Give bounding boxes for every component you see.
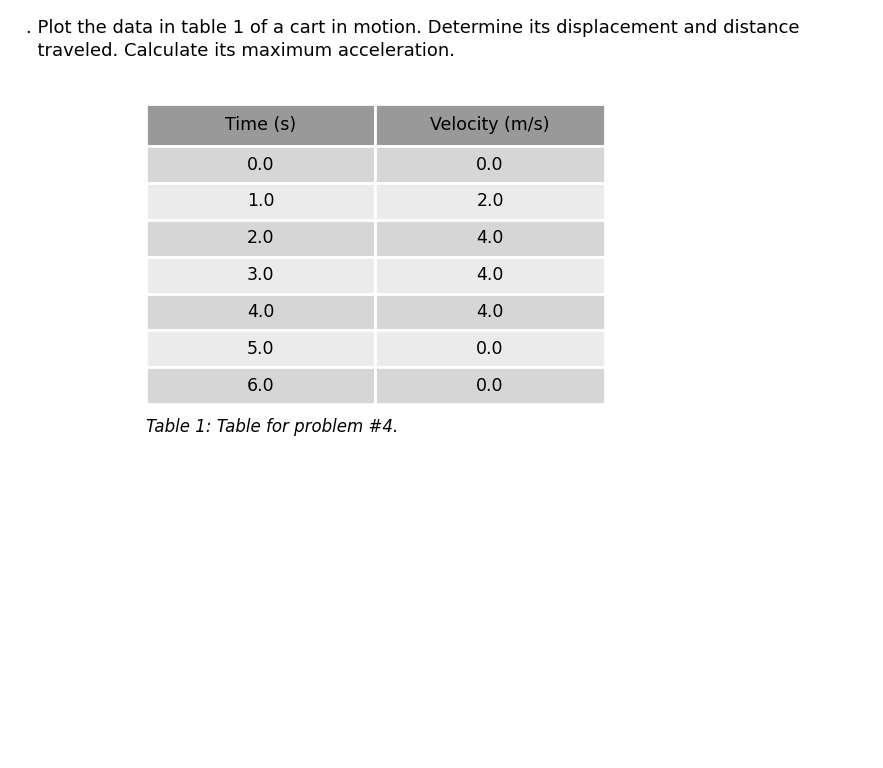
Text: 0.0: 0.0 [246,155,275,174]
Text: 2.0: 2.0 [476,192,504,210]
Text: Velocity (m/s): Velocity (m/s) [430,116,550,134]
Text: Table 1: Table for problem #4.: Table 1: Table for problem #4. [146,418,398,436]
Text: 4.0: 4.0 [246,303,275,321]
Text: 4.0: 4.0 [476,229,504,247]
Text: 0.0: 0.0 [476,339,504,358]
Text: . Plot the data in table 1 of a cart in motion. Determine its displacement and d: . Plot the data in table 1 of a cart in … [26,19,800,37]
Text: 2.0: 2.0 [246,229,275,247]
Text: 0.0: 0.0 [476,155,504,174]
Text: Time (s): Time (s) [225,116,296,134]
Text: 3.0: 3.0 [246,266,275,284]
Text: traveled. Calculate its maximum acceleration.: traveled. Calculate its maximum accelera… [26,42,456,60]
Text: 1.0: 1.0 [246,192,275,210]
Text: 4.0: 4.0 [476,266,504,284]
Text: 0.0: 0.0 [476,376,504,395]
Text: 5.0: 5.0 [246,339,275,358]
Text: 6.0: 6.0 [246,376,275,395]
Text: 4.0: 4.0 [476,303,504,321]
